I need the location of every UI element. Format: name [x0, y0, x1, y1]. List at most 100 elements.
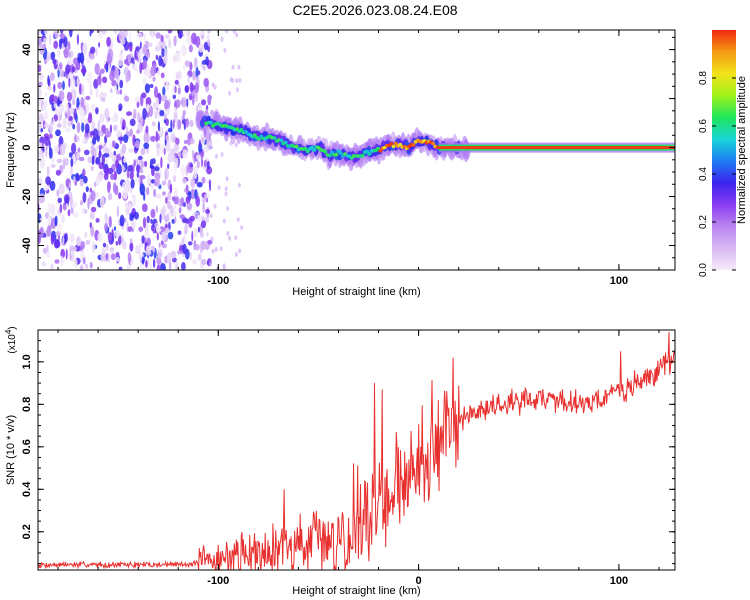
- noise-speckle: [143, 33, 146, 44]
- noise-speckle: [76, 174, 81, 181]
- noise-speckle: [71, 255, 75, 262]
- noise-speckle: [161, 231, 167, 242]
- noise-speckle: [110, 116, 116, 122]
- noise-speckle: [136, 129, 140, 134]
- noise-speckle: [45, 176, 51, 186]
- noise-speckle: [123, 134, 129, 144]
- noise-speckle: [90, 206, 97, 213]
- noise-speckle: [184, 60, 191, 67]
- noise-speckle: [79, 108, 86, 120]
- x-tick-label: 0: [416, 575, 422, 587]
- noise-speckle: [155, 193, 162, 199]
- x-axis-label: Height of straight line (km): [292, 286, 420, 298]
- noise-speckle: [46, 165, 50, 177]
- noise-speckle: [135, 245, 141, 255]
- noise-speckle: [148, 105, 154, 118]
- noise-speckle: [177, 119, 182, 130]
- y-multiplier-exp: 4: [4, 329, 13, 334]
- noise-speckle: [181, 261, 186, 270]
- noise-speckle: [198, 43, 205, 53]
- noise-speckle: [190, 188, 196, 200]
- noise-speckle: [193, 57, 198, 69]
- noise-speckle: [182, 243, 187, 255]
- noise-speckle: [125, 74, 129, 83]
- noise-speckle: [49, 121, 53, 134]
- noise-speckle: [128, 148, 135, 153]
- noise-speckle: [200, 34, 204, 40]
- noise-speckle: [195, 244, 200, 251]
- noise-speckle: [190, 84, 196, 91]
- noise-speckle: [115, 251, 120, 258]
- noise-speckle: [47, 215, 52, 226]
- noise-speckle: [156, 142, 161, 149]
- noise-speckle: [138, 226, 144, 232]
- noise-speckle: [82, 42, 88, 55]
- noise-speckle: [236, 217, 240, 223]
- noise-speckle: [127, 226, 133, 233]
- noise-speckle: [118, 192, 122, 200]
- noise-speckle: [155, 205, 158, 213]
- noise-speckle: [123, 41, 130, 51]
- noise-speckle: [79, 200, 84, 206]
- noise-speckle: [38, 154, 42, 161]
- noise-speckle: [98, 144, 103, 150]
- ridge-core: [338, 151, 343, 155]
- noise-speckle: [54, 95, 58, 104]
- noise-speckle: [127, 53, 131, 65]
- noise-speckle: [80, 118, 83, 124]
- noise-speckle: [97, 174, 104, 182]
- noise-speckle: [175, 157, 179, 168]
- noise-speckle: [222, 263, 226, 269]
- y-multiplier-base: (x10: [7, 334, 18, 354]
- noise-speckle: [48, 33, 52, 46]
- noise-speckle: [80, 96, 84, 108]
- noise-speckle: [146, 103, 150, 113]
- noise-speckle: [169, 260, 172, 270]
- noise-speckle: [50, 72, 55, 82]
- noise-speckle: [150, 218, 153, 224]
- noise-speckle: [68, 107, 74, 113]
- noise-speckle: [114, 84, 117, 92]
- noise-speckle: [137, 112, 141, 123]
- noise-speckle: [115, 159, 120, 169]
- noise-speckle: [43, 37, 47, 44]
- noise-speckle: [167, 152, 173, 164]
- noise-speckle: [224, 191, 228, 197]
- noise-speckle: [129, 171, 134, 180]
- noise-speckle: [202, 240, 206, 246]
- noise-speckle: [59, 143, 66, 156]
- y-axis-label: Frequency (Hz): [5, 112, 17, 188]
- noise-speckle: [114, 184, 119, 196]
- noise-speckle: [157, 248, 163, 259]
- noise-speckle: [161, 48, 165, 58]
- noise-speckle: [80, 264, 84, 270]
- noise-speckle: [64, 157, 69, 166]
- noise-speckle: [49, 133, 53, 139]
- noise-speckle: [219, 246, 223, 252]
- noise-speckle: [183, 30, 186, 38]
- noise-speckle: [167, 163, 170, 169]
- ridge-core: [431, 141, 436, 146]
- noise-speckle: [145, 249, 152, 256]
- noise-speckle: [180, 165, 186, 177]
- noise-speckle: [140, 148, 146, 156]
- noise-speckle: [191, 230, 194, 242]
- noise-speckle: [86, 72, 93, 84]
- noise-speckle: [54, 31, 58, 39]
- noise-speckle: [229, 77, 233, 83]
- noise-speckle: [142, 107, 147, 120]
- noise-speckle: [139, 262, 144, 270]
- noise-speckle: [63, 158, 66, 170]
- noise-speckle: [172, 119, 175, 129]
- noise-speckle: [63, 47, 69, 59]
- noise-speckle: [98, 150, 102, 158]
- snr-frame: [37, 329, 676, 571]
- noise-speckle: [89, 187, 93, 193]
- noise-speckle: [76, 33, 79, 45]
- noise-speckle: [142, 77, 148, 87]
- spectrogram-frame: [37, 29, 676, 271]
- noise-speckle: [39, 176, 43, 188]
- noise-speckle: [187, 241, 193, 246]
- x-tick-label: 100: [610, 575, 628, 587]
- noise-speckle: [173, 35, 177, 47]
